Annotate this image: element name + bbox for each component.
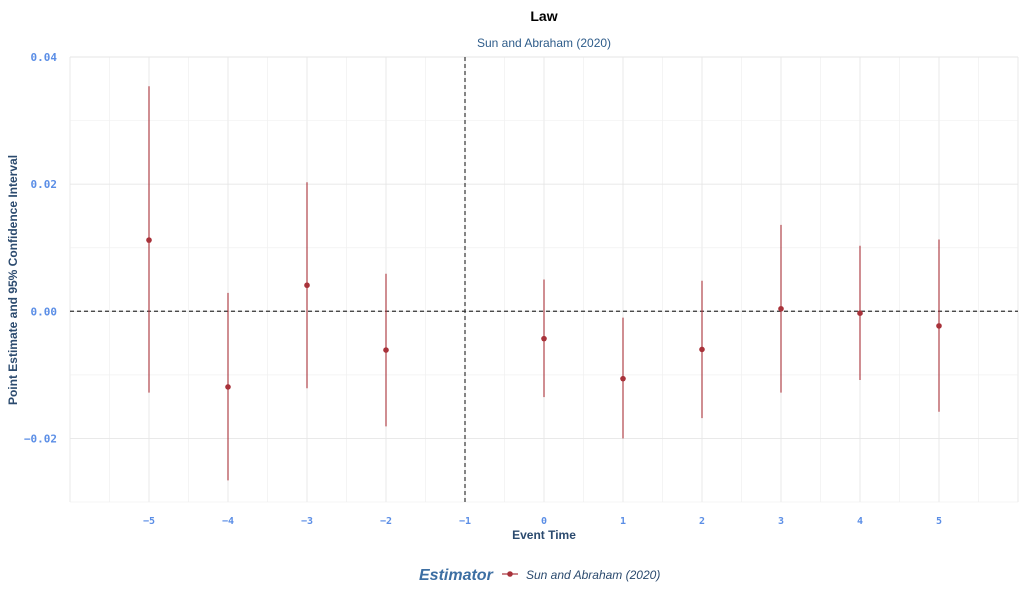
x-tick-label: 1	[620, 516, 626, 527]
point-estimate	[936, 323, 942, 329]
point-estimate	[146, 237, 152, 243]
y-axis: −0.02 0.00 0.02 0.04	[24, 51, 57, 445]
legend: Estimator Sun and Abraham (2020)	[419, 567, 660, 584]
legend-label: Sun and Abraham (2020)	[526, 568, 660, 582]
y-tick-label: 0.00	[31, 305, 58, 318]
y-axis-title: Point Estimate and 95% Confidence Interv…	[6, 155, 20, 405]
x-axis-title: Event Time	[512, 528, 576, 542]
x-tick-label: 4	[857, 516, 863, 527]
x-tick-label: −2	[380, 516, 392, 527]
point-estimate	[225, 384, 231, 390]
point-estimate	[857, 310, 863, 316]
x-tick-label: 2	[699, 516, 705, 527]
legend-title: Estimator	[419, 567, 494, 584]
chart-subtitle: Sun and Abraham (2020)	[477, 36, 611, 50]
point-estimate	[383, 347, 389, 353]
point-estimate	[304, 282, 310, 289]
x-tick-label: 0	[541, 516, 547, 527]
point-estimate	[620, 375, 626, 382]
y-tick-label: 0.02	[31, 178, 58, 191]
x-tick-label: −5	[143, 516, 155, 527]
x-tick-label: −3	[301, 516, 313, 527]
y-tick-label: 0.04	[31, 51, 58, 64]
chart-title: Law	[530, 8, 557, 24]
point-estimate	[541, 335, 547, 342]
x-tick-label: −1	[459, 516, 471, 527]
legend-key-point	[507, 571, 513, 577]
point-estimate	[699, 346, 705, 353]
series-layer	[146, 86, 942, 481]
y-tick-label: −0.02	[24, 432, 57, 445]
x-tick-label: −4	[222, 516, 234, 527]
point-estimate	[778, 305, 784, 312]
x-axis: −5 −4 −3 −2 −1 0 1 2 3 4 5	[143, 516, 942, 527]
x-tick-label: 5	[936, 516, 942, 527]
x-tick-label: 3	[778, 516, 784, 527]
